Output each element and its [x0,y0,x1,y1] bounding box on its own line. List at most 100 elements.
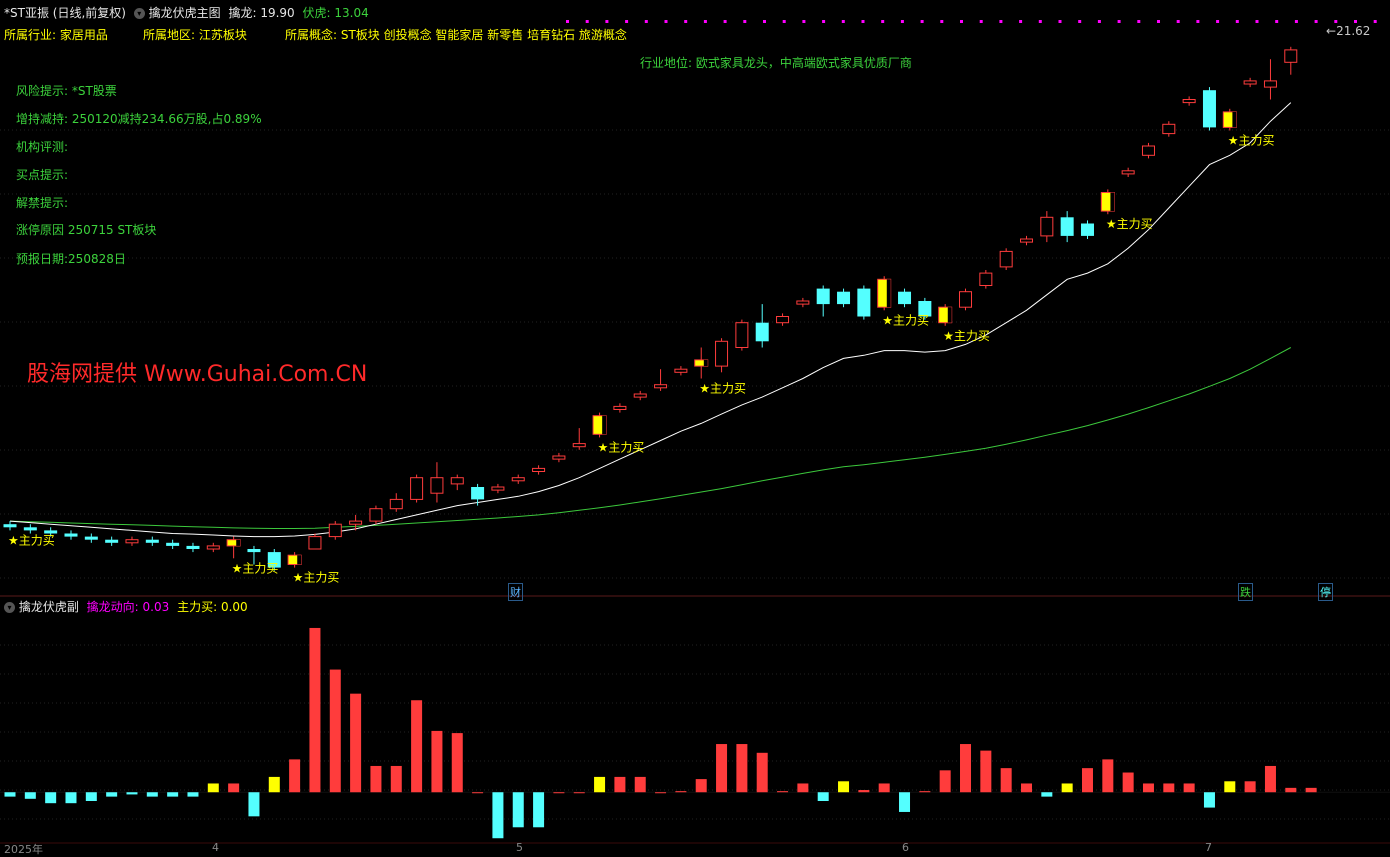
buy-signal-label: ★主力买 [882,313,929,327]
volume-bar [899,792,911,812]
volume-bar [634,776,646,793]
collapse-icon[interactable]: ▾ [133,8,145,19]
volume-bar [126,792,138,795]
candle-up [1263,80,1277,88]
volume-bar [960,744,972,793]
limit-dot [1373,20,1377,23]
price-high-value: 21.62 [1336,24,1371,38]
volume-bar [1264,765,1276,793]
limit-dot [1097,20,1101,23]
volume-bar [1305,787,1317,793]
candle-down [186,545,200,549]
buy-signal-label: ★主力买 [293,571,340,585]
volume-bar [695,779,707,793]
candle-down [857,288,871,317]
candle-buy-shade [947,307,952,323]
volume-bar [370,765,382,793]
volume-bar [45,792,57,804]
candle-up [369,508,383,522]
halt-marker[interactable]: 停 [1318,583,1333,601]
buy-signal-label: ★主力买 [943,329,990,343]
volume-bar [85,792,97,801]
candle-up [959,291,973,308]
volume-bar [1142,783,1154,793]
volume-bar [797,783,809,793]
candle-down [3,524,17,528]
volume-bar [919,791,931,793]
volume-bar [1000,768,1012,793]
volume-bar [268,776,280,793]
indicator-name[interactable]: 擒龙伏虎主图 [148,6,221,20]
candle-down [84,536,98,540]
ma-slow-line [9,347,1292,529]
stock-title[interactable]: *ST亚振 (日线,前复权) [4,6,126,20]
limit-dot [1275,20,1279,23]
volume-bar [309,627,321,793]
candle-up [125,539,139,544]
qinlong-label: 擒龙: [228,6,257,20]
volume-bar [289,759,301,793]
candle-down [837,291,851,305]
candle-buy-shade [602,415,607,435]
volume-bar [614,776,626,793]
forecast-info: 预报日期:250828日 [16,252,126,266]
volume-bar [533,792,545,828]
candle-buy-shade [703,359,708,367]
volume-bar [411,700,423,793]
sub-chart-canvas[interactable] [0,597,1390,852]
candle-down [918,301,932,317]
region-info: 所属地区: 江苏板块 [143,28,247,42]
volume-bar [756,752,768,793]
zhuli-value: 0.00 [220,600,248,614]
limit-dot [1117,20,1121,23]
volume-bar [1183,783,1195,793]
main-chart-canvas[interactable]: ★主力买 ★主力买 ★主力买 ★主力买 ★主力买 ★主力买 ★主力买 ★主力买 ★主力买 [0,0,1390,597]
limit-dot [664,20,668,23]
volume-bar [390,765,402,793]
earnings-marker[interactable]: 财 [508,583,523,601]
volume-bar [329,669,341,793]
limit-dot [1196,20,1200,23]
limit-dot [1294,20,1298,23]
limit-dot [1176,20,1180,23]
volume-bar [187,792,199,797]
sub-indicator-name[interactable]: 擒龙伏虎副 [18,600,79,614]
drop-marker[interactable]: 跌 [1238,583,1253,601]
limit-dot [1255,20,1259,23]
concept-info: 所属概念: ST板块 创投概念 智能家居 新零售 培育钻石 旅游概念 [285,28,627,42]
volume-bar [573,792,585,794]
zhuli-label: 主力买: [177,600,218,614]
limit-dot [1157,20,1160,23]
volume-bar [1224,781,1236,793]
limit-dot [1019,20,1023,23]
axis-year: 2025年 [4,843,43,856]
volume-bar [472,792,484,794]
candle-up [491,486,505,491]
buy-signal-label: ★主力买 [1228,134,1275,148]
candle-down [1060,217,1074,236]
candle-up [389,498,403,510]
limit-dot [881,20,885,23]
limit-dot [605,20,609,23]
volume-bar [777,791,789,793]
volume-bar [675,791,687,793]
candle-down [267,552,281,568]
volume-bar [817,792,829,801]
limit-dot [1314,20,1318,23]
fuhu-value: 13.04 [334,6,369,20]
main-chart-panel[interactable]: ★主力买 ★主力买 ★主力买 ★主力买 ★主力买 ★主力买 ★主力买 ★主力买 ★主力买 *ST… [0,0,1390,601]
volume-bar [1163,783,1175,793]
limit-dot [1334,20,1338,23]
limit-dot [1235,20,1239,23]
collapse-icon[interactable]: ▾ [4,602,15,613]
limit-dot [1216,20,1220,23]
volume-bar [350,693,362,793]
high-arrow-icon: ← [1326,24,1337,38]
volume-bar [655,792,667,794]
candle-down [105,539,119,543]
candle-up [410,477,424,500]
unlock-info: 解禁提示: [16,196,69,210]
sub-chart-panel[interactable]: ▾ 擒龙伏虎副 擒龙动向: 0.03 主力买: 0.00 2025年 4 5 6… [0,597,1390,856]
ma-fast-line [9,102,1292,538]
limit-dot [782,20,786,23]
